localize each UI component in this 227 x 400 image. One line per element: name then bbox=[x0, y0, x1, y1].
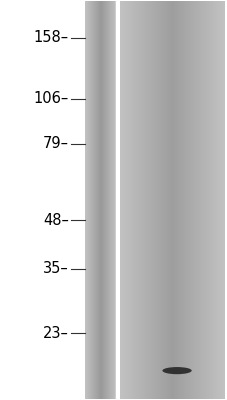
Text: 79–: 79– bbox=[43, 136, 69, 151]
Text: 48–: 48– bbox=[43, 213, 69, 228]
Text: 35–: 35– bbox=[43, 261, 69, 276]
Text: 158–: 158– bbox=[34, 30, 69, 45]
Text: 106–: 106– bbox=[34, 91, 69, 106]
Ellipse shape bbox=[162, 367, 191, 374]
Text: 23–: 23– bbox=[43, 326, 69, 340]
